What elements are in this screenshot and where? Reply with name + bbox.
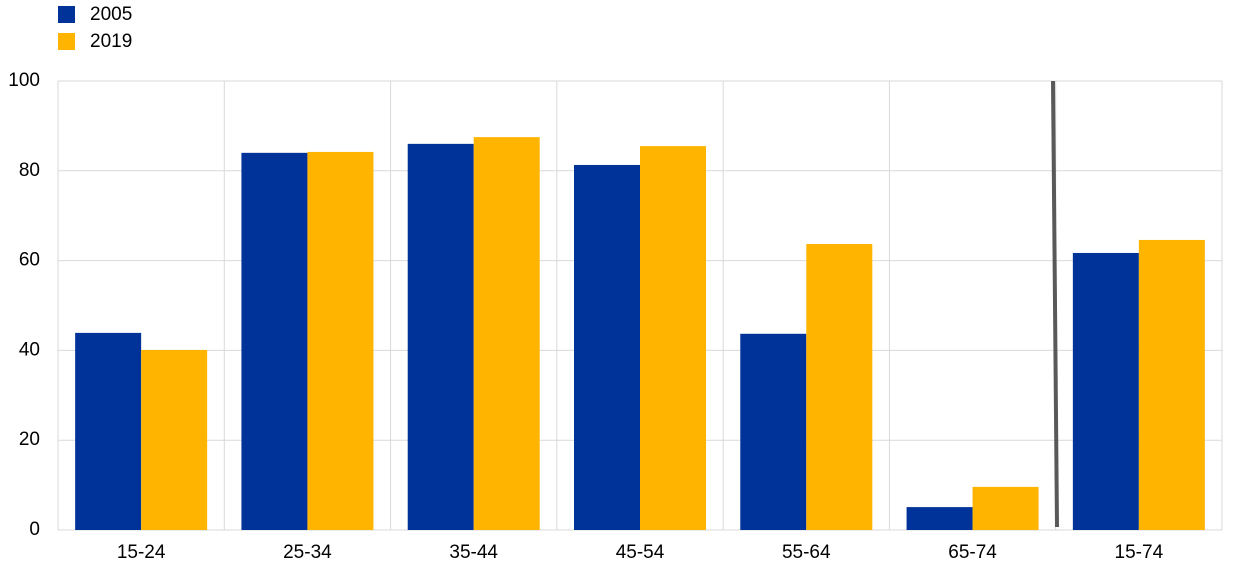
bar <box>972 486 1039 530</box>
bar <box>241 152 308 530</box>
bar <box>640 146 706 531</box>
bar <box>574 164 640 530</box>
legend-label: 2019 <box>90 31 132 52</box>
bar <box>307 151 374 530</box>
bar <box>906 507 973 530</box>
x-tick-label: 45-54 <box>616 542 665 563</box>
bar <box>75 332 142 530</box>
bar <box>407 143 474 531</box>
y-tick-label: 0 <box>29 519 40 540</box>
bar <box>473 137 540 530</box>
bar <box>806 243 873 530</box>
y-tick-label: 40 <box>19 339 40 360</box>
bar <box>1072 252 1139 531</box>
x-tick-label: 15-24 <box>117 542 166 563</box>
x-tick-label: 55-64 <box>782 542 831 563</box>
legend-swatch <box>58 6 75 23</box>
bar <box>141 349 208 530</box>
x-tick-label: 35-44 <box>449 542 498 563</box>
separator <box>1051 80 1059 528</box>
plot-area: 0 20 40 60 80 100 15-24 25-34 35-44 45-54 55-64 65-… <box>8 4 1223 563</box>
y-tick-label: 60 <box>19 250 40 271</box>
x-tick-label: 15-74 <box>1115 542 1164 563</box>
y-tick-label: 80 <box>19 160 40 181</box>
x-tick-label: 25-34 <box>283 542 332 563</box>
x-tick-label: 65-74 <box>948 542 997 563</box>
bar <box>740 333 807 530</box>
y-tick-label: 20 <box>19 429 40 450</box>
bar <box>1138 239 1205 531</box>
y-tick-label: 100 <box>8 70 40 91</box>
legend-swatch <box>58 33 75 50</box>
legend-label: 2005 <box>90 4 132 25</box>
